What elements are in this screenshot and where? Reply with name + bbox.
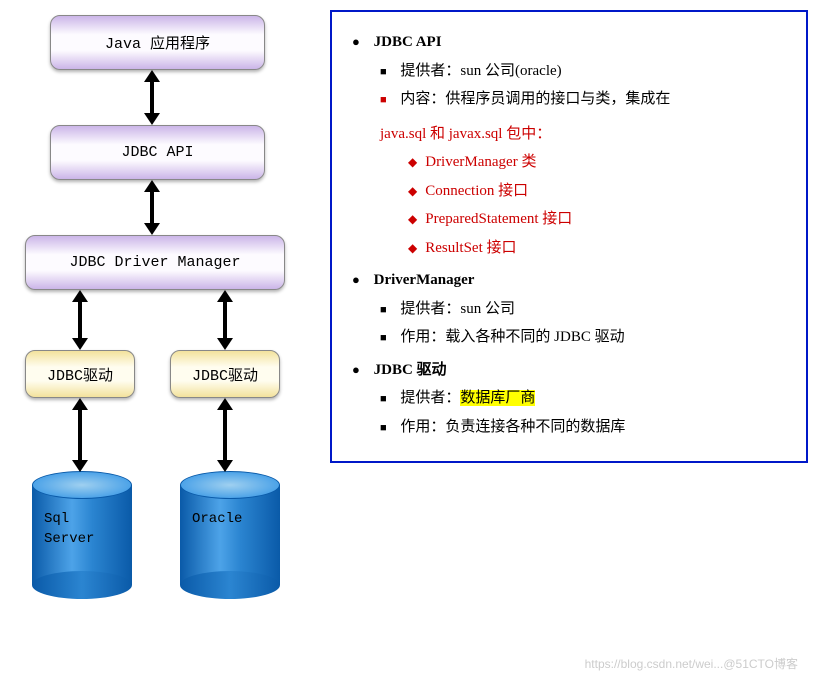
section-jdbc-driver: JDBC 驱动 提供者：数据库厂商 作用：负责连接各种不同的数据库: [352, 356, 786, 442]
diagram-box: JDBC驱动: [170, 350, 280, 398]
highlighted-text: 数据库厂商: [460, 390, 535, 406]
section-driver-manager: DriverManager 提供者：sun 公司 作用：载入各种不同的 JDBC…: [352, 266, 786, 352]
section-title: JDBC 驱动: [374, 362, 447, 378]
provider-row: 提供者：sun 公司: [380, 295, 786, 324]
diagram-box: JDBC API: [50, 125, 265, 180]
watermark: https://blog.csdn.net/wei...@51CTO博客: [585, 655, 798, 672]
section-title: JDBC API: [374, 34, 442, 50]
role-row: 作用：负责连接各种不同的数据库: [380, 413, 786, 442]
api-item: ResultSet 接口: [408, 234, 786, 263]
db-cylinder: Oracle: [180, 485, 280, 585]
provider-row: 提供者：数据库厂商: [380, 384, 786, 413]
diagram-panel: Java 应用程序 JDBC API JDBC Driver Manager JDBC…: [10, 10, 310, 463]
api-item: Connection 接口: [408, 177, 786, 206]
diagram-box: Java 应用程序: [50, 15, 265, 70]
diagram-box: JDBC Driver Manager: [25, 235, 285, 290]
content-row: 内容：供程序员调用的接口与类，集成在 java.sql 和 javax.sql …: [380, 85, 786, 262]
role-row: 作用：载入各种不同的 JDBC 驱动: [380, 323, 786, 352]
outline-panel: JDBC API 提供者：sun 公司(oracle) 内容：供程序员调用的接口…: [330, 10, 808, 463]
diagram-box: JDBC驱动: [25, 350, 135, 398]
api-item: PreparedStatement 接口: [408, 205, 786, 234]
api-item: DriverManager 类: [408, 148, 786, 177]
pkg-line: java.sql 和 javax.sql 包中：: [380, 120, 786, 149]
section-title: DriverManager: [374, 272, 475, 288]
section-jdbc-api: JDBC API 提供者：sun 公司(oracle) 内容：供程序员调用的接口…: [352, 28, 786, 262]
db-cylinder: SqlServer: [32, 485, 132, 585]
provider-row: 提供者：sun 公司(oracle): [380, 57, 786, 86]
